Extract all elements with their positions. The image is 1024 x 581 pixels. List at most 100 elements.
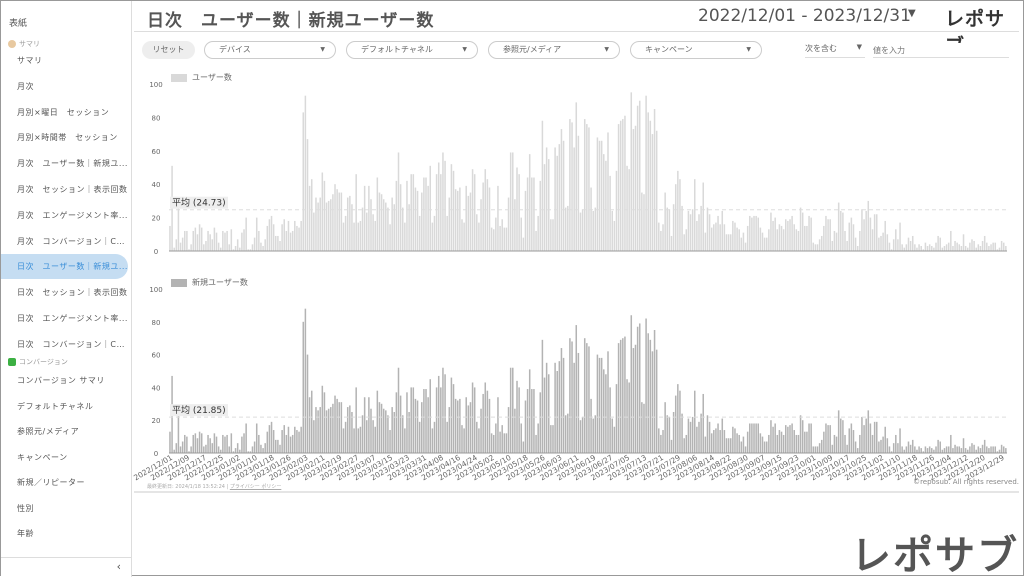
sidebar-item-cover[interactable]: 表紙 <box>9 19 28 29</box>
source-medium-filter[interactable]: 参照元/メディア ▼ <box>488 41 620 59</box>
bar <box>186 436 188 453</box>
bar <box>194 433 197 453</box>
bar <box>960 245 963 251</box>
bar <box>452 384 455 453</box>
chevron-left-icon: ‹ <box>116 560 121 573</box>
bar <box>992 446 994 453</box>
bar <box>393 204 396 251</box>
reset-button[interactable]: リセット <box>142 41 195 59</box>
channel-filter[interactable]: デフォルトチャネル ▼ <box>346 41 478 59</box>
bar <box>291 230 294 251</box>
bar <box>473 387 476 453</box>
bar <box>382 199 385 251</box>
bar <box>346 407 349 453</box>
bar <box>567 205 569 251</box>
bar <box>848 222 851 251</box>
bar <box>188 249 190 251</box>
privacy-policy-link[interactable]: プライバシー ポリシー <box>229 484 282 490</box>
bar <box>211 239 214 251</box>
bar <box>694 390 696 453</box>
bar <box>461 219 463 251</box>
bar <box>998 449 1001 453</box>
bar <box>289 436 292 453</box>
bar <box>795 229 798 251</box>
bar <box>342 222 345 251</box>
bar <box>186 230 188 251</box>
bar <box>787 426 789 453</box>
bar <box>835 436 838 453</box>
value-input[interactable] <box>873 43 1009 58</box>
bar <box>666 207 669 251</box>
caret-down-icon: ▼ <box>462 46 467 53</box>
bar <box>495 217 497 251</box>
date-range-picker[interactable]: 2022/12/01 - 2023/12/31 <box>698 6 911 26</box>
bar <box>236 239 239 251</box>
bar <box>190 244 192 251</box>
bar <box>454 189 457 251</box>
bar <box>459 187 461 251</box>
bar <box>878 237 880 251</box>
sidebar-item[interactable]: 日次 ユーザー数｜新規ユ... <box>1 254 128 280</box>
bar <box>746 225 749 251</box>
bar <box>425 389 427 453</box>
match-type-select[interactable]: 次を含む ▼ <box>805 43 865 58</box>
bar <box>583 338 586 453</box>
bar <box>865 210 867 251</box>
bar <box>361 415 364 453</box>
bar <box>844 230 846 251</box>
bar <box>406 180 408 251</box>
bar <box>617 124 620 251</box>
bar <box>725 438 728 453</box>
bar <box>368 397 370 453</box>
bar <box>592 210 594 251</box>
bar <box>909 240 912 251</box>
device-filter[interactable]: デバイス ▼ <box>204 41 336 59</box>
caret-down-icon[interactable]: ▼ <box>908 8 916 19</box>
bar <box>962 438 965 453</box>
average-label-bg <box>170 404 228 417</box>
bar <box>742 232 745 251</box>
bar <box>939 237 941 251</box>
bar <box>888 242 891 251</box>
y-tick-label: 0 <box>154 450 158 458</box>
bar <box>990 446 992 453</box>
bar <box>213 433 216 453</box>
bar <box>440 387 442 453</box>
bar <box>573 362 575 453</box>
bar <box>268 425 271 453</box>
bar <box>444 160 446 251</box>
bar <box>177 205 180 251</box>
bar <box>296 430 298 453</box>
bar <box>842 212 844 251</box>
bar <box>869 423 872 453</box>
bar <box>960 448 963 453</box>
bar <box>478 222 480 251</box>
campaign-filter[interactable]: キャンペーン ▼ <box>630 41 762 59</box>
bar <box>241 232 243 251</box>
bar <box>236 443 239 453</box>
bar <box>507 197 510 251</box>
bar <box>814 446 817 453</box>
bar <box>387 207 389 251</box>
bar <box>313 420 315 453</box>
legend-new-users: 新規ユーザー数 <box>171 277 248 288</box>
bar <box>552 425 554 453</box>
bar <box>537 215 539 251</box>
bar <box>412 174 415 251</box>
bar <box>482 182 484 251</box>
bar <box>768 229 770 251</box>
bar <box>681 413 683 453</box>
bar <box>933 449 935 453</box>
bar <box>664 402 666 453</box>
bar <box>859 230 861 251</box>
bar <box>289 232 292 251</box>
bar <box>645 318 647 453</box>
bar <box>558 361 561 453</box>
bar <box>224 436 226 453</box>
bar <box>184 230 186 251</box>
collapse-sidebar-button[interactable]: ‹ <box>1 557 131 577</box>
bar <box>609 175 611 251</box>
bar <box>702 182 704 251</box>
bar <box>909 444 912 453</box>
bar <box>203 244 205 251</box>
